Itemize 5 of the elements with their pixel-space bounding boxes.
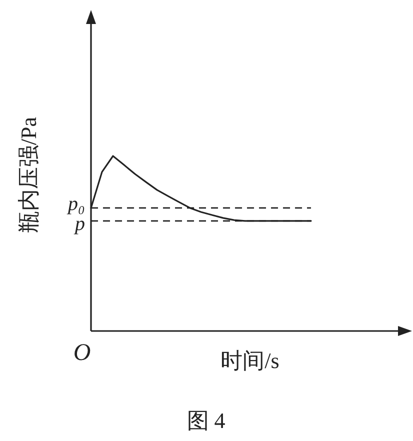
x-axis-title: 时间/s bbox=[220, 348, 280, 373]
text: O bbox=[73, 340, 91, 366]
ref-line-label: p₀ bbox=[66, 192, 86, 215]
caption: 图 4 bbox=[186, 408, 226, 433]
y-axis-title: 瓶内压强/Pa bbox=[16, 116, 41, 234]
